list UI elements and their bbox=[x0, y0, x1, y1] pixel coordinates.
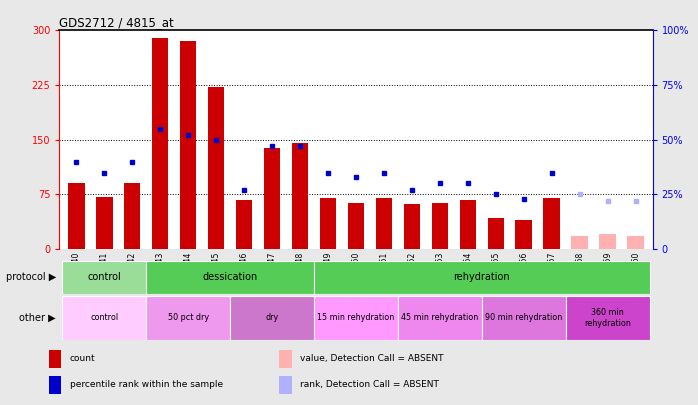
Bar bbox=[544, 198, 560, 249]
Bar bbox=[146, 296, 230, 340]
Bar bbox=[62, 261, 146, 294]
Bar bbox=[124, 183, 140, 249]
Bar bbox=[179, 41, 196, 249]
Text: other ▶: other ▶ bbox=[20, 313, 56, 323]
Text: 50 pct dry: 50 pct dry bbox=[168, 313, 209, 322]
Bar bbox=[230, 296, 314, 340]
Bar bbox=[279, 376, 292, 394]
Text: 90 min rehydration: 90 min rehydration bbox=[485, 313, 563, 322]
Bar bbox=[292, 143, 309, 249]
Text: control: control bbox=[87, 273, 121, 282]
Bar bbox=[482, 296, 566, 340]
Text: 360 min
rehydration: 360 min rehydration bbox=[584, 308, 631, 328]
Text: percentile rank within the sample: percentile rank within the sample bbox=[70, 380, 223, 389]
Bar bbox=[572, 236, 588, 249]
Bar bbox=[403, 204, 420, 249]
Bar bbox=[398, 296, 482, 340]
Bar bbox=[566, 296, 650, 340]
Text: count: count bbox=[70, 354, 96, 363]
Bar bbox=[279, 350, 292, 368]
Bar bbox=[236, 200, 253, 249]
Bar bbox=[49, 376, 61, 394]
Bar bbox=[376, 198, 392, 249]
Bar bbox=[314, 296, 398, 340]
Bar bbox=[314, 261, 650, 294]
Bar bbox=[146, 261, 314, 294]
Bar bbox=[487, 218, 504, 249]
Text: dry: dry bbox=[265, 313, 279, 322]
Bar bbox=[459, 200, 476, 249]
Text: control: control bbox=[90, 313, 118, 322]
Bar bbox=[600, 234, 616, 249]
Text: 15 min rehydration: 15 min rehydration bbox=[318, 313, 394, 322]
Bar bbox=[320, 198, 336, 249]
Text: protocol ▶: protocol ▶ bbox=[6, 273, 56, 282]
Bar bbox=[62, 296, 146, 340]
Text: dessication: dessication bbox=[202, 273, 258, 282]
Text: value, Detection Call = ABSENT: value, Detection Call = ABSENT bbox=[300, 354, 444, 363]
Text: GDS2712 / 4815_at: GDS2712 / 4815_at bbox=[59, 16, 174, 29]
Bar bbox=[151, 38, 168, 249]
Bar bbox=[49, 350, 61, 368]
Bar bbox=[264, 149, 281, 249]
Text: rehydration: rehydration bbox=[454, 273, 510, 282]
Bar bbox=[207, 87, 225, 249]
Bar bbox=[628, 236, 644, 249]
Bar bbox=[96, 196, 112, 249]
Text: rank, Detection Call = ABSENT: rank, Detection Call = ABSENT bbox=[300, 380, 439, 389]
Bar bbox=[516, 220, 533, 249]
Text: 45 min rehydration: 45 min rehydration bbox=[401, 313, 479, 322]
Bar bbox=[68, 183, 84, 249]
Bar bbox=[348, 203, 364, 249]
Bar bbox=[431, 203, 448, 249]
